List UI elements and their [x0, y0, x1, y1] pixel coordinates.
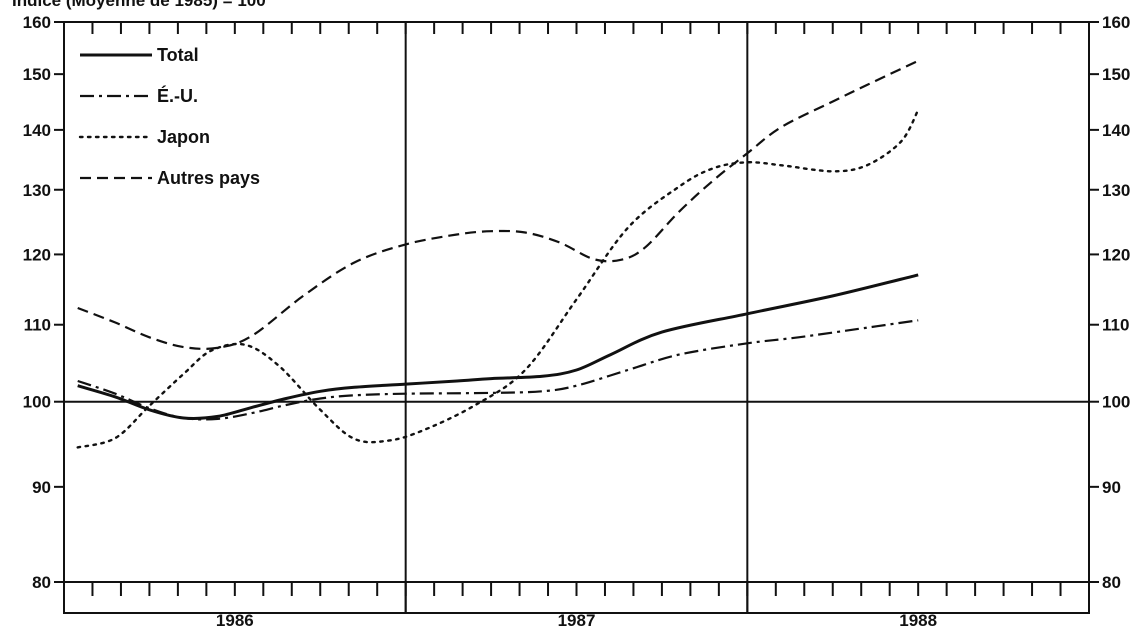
legend-label: É.-U. — [157, 85, 198, 106]
series-line-solid — [77, 273, 919, 420]
y-tick-label-left: 160 — [23, 13, 51, 32]
x-tick-label: 1987 — [558, 611, 596, 630]
y-tick-label-left: 120 — [23, 245, 51, 264]
y-tick-label-right: 120 — [1102, 245, 1130, 264]
legend-label: Japon — [157, 127, 210, 147]
y-tick-label-left: 100 — [23, 393, 51, 412]
series-line-dotted — [76, 108, 920, 449]
y-tick-label-right: 160 — [1102, 13, 1130, 32]
y-tick-label-left: 80 — [32, 573, 51, 592]
y-tick-label-right: 110 — [1102, 316, 1129, 335]
y-tick-label-left: 150 — [23, 65, 51, 84]
x-tick-label: 1986 — [216, 611, 254, 630]
x-tick-label: 1988 — [899, 611, 937, 630]
series-line-dashed — [77, 59, 919, 350]
plot-frame — [63, 21, 1090, 614]
y-tick-label-left: 130 — [23, 181, 51, 200]
y-tick-label-left: 110 — [24, 316, 51, 335]
y-tick-label-right: 90 — [1102, 478, 1121, 497]
y-tick-label-right: 80 — [1102, 573, 1121, 592]
chart-title: Indice (Moyenne de 1985) = 100 — [12, 0, 266, 10]
series-line-dashdot — [77, 319, 919, 421]
y-tick-label-left: 90 — [32, 478, 51, 497]
legend-label: Total — [157, 45, 199, 65]
y-tick-label-right: 150 — [1102, 65, 1130, 84]
y-tick-label-right: 100 — [1102, 393, 1130, 412]
legend-label: Autres pays — [157, 168, 260, 188]
y-tick-label-right: 130 — [1102, 181, 1130, 200]
y-tick-label-right: 140 — [1102, 121, 1130, 140]
y-tick-label-left: 140 — [23, 121, 51, 140]
